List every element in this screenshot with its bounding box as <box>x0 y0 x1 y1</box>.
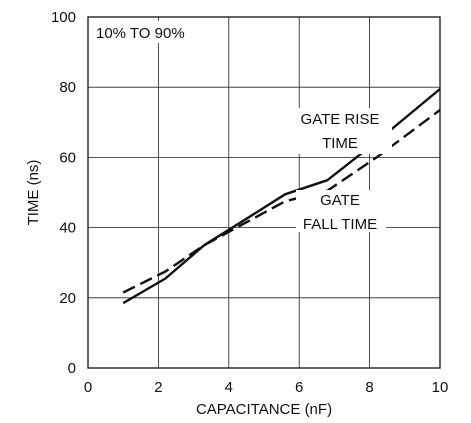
y-tick-labels: 0 20 40 60 80 100 <box>51 9 76 377</box>
rise-label-line2: TIME <box>322 135 358 152</box>
y-tick-label: 0 <box>68 360 76 377</box>
rise-time-line <box>122 88 441 305</box>
fall-label-background <box>296 190 386 232</box>
x-tick-labels: 0 2 4 6 8 10 <box>84 379 449 396</box>
x-tick-label: 8 <box>365 379 373 396</box>
fall-label-line2: FALL TIME <box>303 216 377 233</box>
x-tick-label: 4 <box>225 379 233 396</box>
y-tick-label: 20 <box>59 290 76 307</box>
range-label-background <box>92 21 200 43</box>
y-tick-label: 60 <box>59 149 76 166</box>
y-tick-label: 100 <box>51 9 76 26</box>
fall-time-line <box>122 109 441 294</box>
x-tick-label: 10 <box>432 379 449 396</box>
x-tick-label: 2 <box>154 379 162 396</box>
plot-frame <box>87 16 441 369</box>
range-annotation: 10% TO 90% <box>96 25 185 42</box>
x-tick-label: 6 <box>295 379 303 396</box>
y-tick-label: 80 <box>59 79 76 96</box>
y-tick-label: 40 <box>59 220 76 237</box>
fall-label-line1: GATE <box>320 192 360 209</box>
grid <box>88 17 440 368</box>
x-axis-title: CAPACITANCE (nF) <box>196 401 332 418</box>
series-lines <box>122 88 441 305</box>
y-axis-title: TIME (ns) <box>25 160 42 226</box>
x-tick-label: 0 <box>84 379 92 396</box>
rise-label-line1: GATE RISE <box>301 111 380 128</box>
rise-label-background <box>292 108 392 154</box>
